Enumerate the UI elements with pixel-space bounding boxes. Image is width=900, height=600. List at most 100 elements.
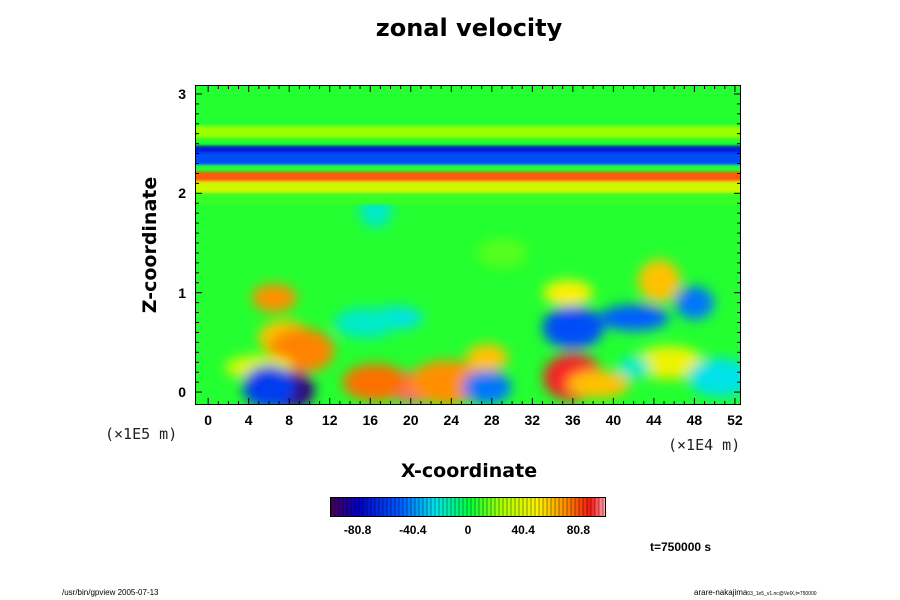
colorbar-segment: [411, 498, 416, 516]
velocity-feature: [542, 306, 604, 349]
x-tick-label: 16: [362, 412, 379, 428]
velocity-feature: [462, 370, 512, 404]
colorbar-segment: [531, 498, 536, 516]
x-tick-label: 32: [524, 412, 541, 428]
velocity-feature: [476, 238, 528, 268]
colorbar-segment: [519, 498, 524, 516]
y-axis-label: Z-coordinate: [139, 176, 161, 314]
chart-title: zonal velocity: [375, 14, 563, 42]
colorbar-segment: [591, 498, 596, 516]
colorbar-segment: [491, 498, 496, 516]
colorbar-segment: [347, 498, 352, 516]
colorbar-segment: [487, 498, 492, 516]
colorbar-segment: [339, 498, 344, 516]
colorbar-segment: [335, 498, 340, 516]
colorbar-segment: [547, 498, 552, 516]
velocity-feature: [465, 343, 508, 371]
colorbar-segment: [387, 498, 392, 516]
colorbar-segment: [383, 498, 388, 516]
velocity-feature: [598, 304, 669, 331]
velocity-features: [225, 189, 740, 404]
colorbar-tick-label: 0: [464, 523, 472, 537]
velocity-band: [196, 125, 740, 138]
plot-area: [195, 85, 741, 405]
colorbar-segment: [359, 498, 364, 516]
colorbar-segment: [375, 498, 380, 516]
colorbar-segment: [343, 498, 348, 516]
velocity-feature: [242, 365, 296, 404]
velocity-band: [196, 171, 740, 184]
colorbar-segment: [559, 498, 564, 516]
colorbar-segment: [471, 498, 476, 516]
y-scale-label: (×1E5 m): [105, 425, 178, 443]
colorbar-segment: [407, 498, 412, 516]
colorbar-tick-label: -80.8: [343, 523, 372, 537]
colorbar-segment: [599, 498, 604, 516]
velocity-feature: [687, 357, 740, 397]
colorbar-segment: [503, 498, 508, 516]
velocity-feature: [342, 363, 409, 401]
colorbar-segment: [455, 498, 460, 516]
colorbar-segment: [379, 498, 384, 516]
x-tick-label: 28: [484, 412, 500, 428]
colorbar-segment: [515, 498, 520, 516]
velocity-band: [196, 181, 740, 194]
footer-right-small: 03_1e5_v1.nc@VelX,t=750000: [747, 591, 817, 597]
x-axis-label: X-coordinate: [400, 460, 538, 482]
colorbar-segment: [331, 498, 336, 516]
x-tick-label: 36: [565, 412, 581, 428]
colorbar-segment: [483, 498, 488, 516]
colorbar-segment: [447, 498, 452, 516]
colorbar-segment: [467, 498, 472, 516]
colorbar-segment: [443, 498, 448, 516]
colorbar-segment: [435, 498, 440, 516]
colorbar-segment: [555, 498, 560, 516]
colorbar-segment: [567, 498, 572, 516]
velocity-band: [196, 192, 740, 205]
footer-right-main: arare-nakajima: [694, 588, 748, 597]
y-tick-label: 3: [178, 85, 186, 102]
velocity-band: [196, 152, 740, 165]
colorbar-segment: [459, 498, 464, 516]
x-scale-label: (×1E4 m): [668, 436, 741, 454]
velocity-feature: [333, 307, 397, 338]
x-tick-label: 48: [686, 412, 703, 428]
footer-right: arare-nakajima03_1e5_v1.nc@VelX,t=750000: [694, 588, 817, 597]
colorbar-segment: [479, 498, 484, 516]
y-tick-label: 2: [178, 185, 186, 202]
colorbar-segment: [475, 498, 480, 516]
colorbar-segment: [403, 498, 408, 516]
velocity-feature: [675, 285, 714, 320]
x-tick-label: 8: [285, 412, 294, 428]
colorbar-tick-label: -40.4: [399, 523, 427, 537]
velocity-bands: [196, 125, 740, 205]
colorbar-segment: [415, 498, 420, 516]
colorbar-segment: [355, 498, 360, 516]
x-tick-label: 4: [244, 412, 253, 428]
colorbar-segment: [439, 498, 444, 516]
colorbar-segment: [451, 498, 456, 516]
colorbar-segment: [535, 498, 540, 516]
velocity-feature: [566, 370, 630, 398]
colorbar-segment: [367, 498, 372, 516]
colorbar-segment: [499, 498, 504, 516]
colorbar-segment: [351, 498, 356, 516]
colorbar-segment: [423, 498, 428, 516]
colorbar-segment: [511, 498, 516, 516]
colorbar-segment: [575, 498, 580, 516]
colorbar-segment: [571, 498, 576, 516]
colorbar-segment: [603, 498, 605, 516]
x-tick-label: 24: [443, 412, 460, 428]
colorbar-segment: [463, 498, 468, 516]
colorbar-segment: [539, 498, 544, 516]
footer-left: /usr/bin/gpview 2005-07-13: [62, 588, 159, 597]
colorbar-segment: [507, 498, 512, 516]
velocity-feature: [637, 259, 681, 303]
velocity-feature: [542, 279, 593, 306]
velocity-feature: [617, 356, 651, 379]
colorbar-segment: [587, 498, 592, 516]
x-tick-label: 20: [402, 412, 419, 428]
colorbar-segment: [583, 498, 588, 516]
velocity-feature: [251, 283, 297, 312]
colorbar-segment: [419, 498, 424, 516]
